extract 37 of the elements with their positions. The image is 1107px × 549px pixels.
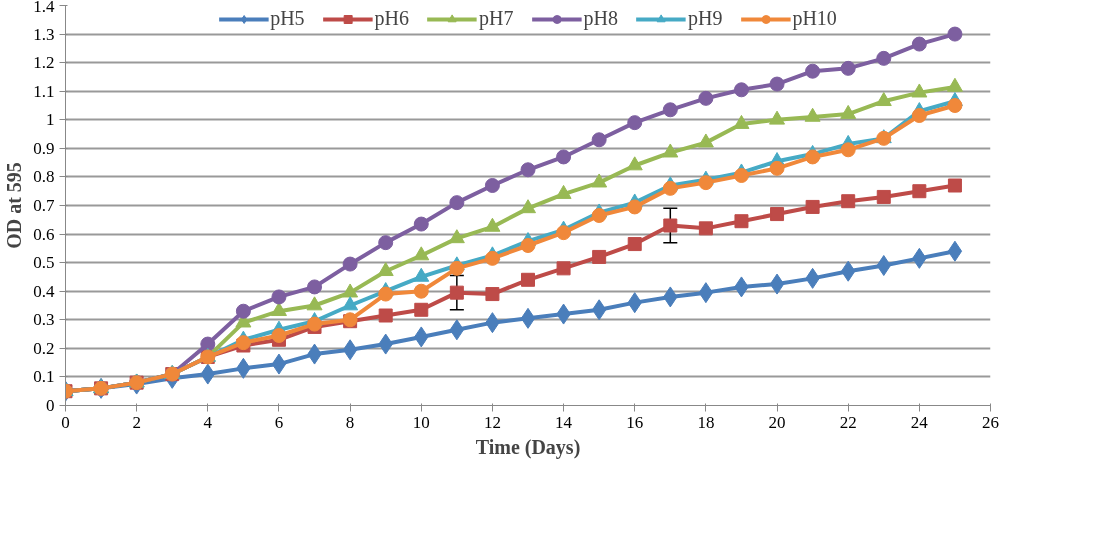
- legend-label: pH8: [583, 7, 618, 30]
- y-tick-label: 0.9: [33, 138, 55, 158]
- y-tick-label: 0.8: [33, 167, 55, 187]
- y-axis-title: OD at 595: [3, 162, 26, 249]
- y-tick-label: 0.4: [33, 281, 55, 301]
- legend-label: pH5: [270, 7, 305, 30]
- y-tick-label: 0.1: [33, 367, 55, 387]
- x-tick-label: 2: [132, 412, 141, 432]
- x-tick-label: 22: [839, 412, 857, 432]
- y-tick-label: 1.1: [33, 81, 55, 101]
- x-tick-label: 24: [910, 412, 929, 432]
- legend-label: pH7: [479, 7, 514, 30]
- x-tick-label: 6: [274, 412, 284, 432]
- y-tick-label: 0.3: [33, 310, 55, 330]
- y-tick-label: 0.7: [33, 196, 55, 215]
- x-axis-title: Time (Days): [475, 435, 581, 459]
- x-tick-label: 4: [203, 412, 213, 432]
- y-tick-label: 0.2: [33, 338, 55, 358]
- y-tick-label: 1: [46, 110, 55, 130]
- x-tick-label: 18: [697, 412, 715, 432]
- y-tick-label: 0: [46, 396, 55, 415]
- x-tick-label: 0: [61, 412, 70, 432]
- legend-label: pH10: [792, 7, 837, 30]
- x-tick-label: 8: [345, 412, 355, 432]
- x-tick-label: 20: [768, 412, 786, 432]
- y-tick-label: 1.2: [33, 53, 55, 73]
- x-tick-label: 12: [483, 412, 501, 432]
- x-tick-label: 16: [626, 412, 644, 432]
- legend-label: pH9: [687, 7, 723, 30]
- y-tick-label: 0.5: [33, 253, 55, 273]
- x-tick-label: 10: [412, 412, 430, 432]
- x-tick-label: 26: [982, 412, 999, 432]
- legend-label: pH6: [374, 7, 410, 30]
- y-tick-label: 1.4: [33, 0, 55, 16]
- x-tick-label: 14: [555, 412, 573, 432]
- y-tick-label: 0.6: [33, 224, 55, 244]
- y-tick-label: 1.3: [33, 24, 55, 44]
